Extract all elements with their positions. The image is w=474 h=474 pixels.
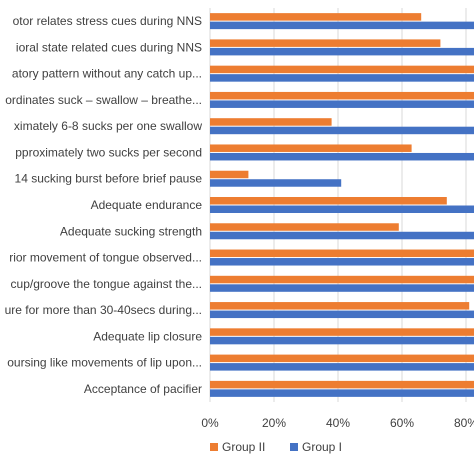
category-label: Adequate sucking strength bbox=[60, 224, 202, 238]
bar-group2-9 bbox=[210, 249, 474, 258]
category-label: ure for more than 30-40secs during... bbox=[5, 303, 202, 317]
category-label: oursing like movements of lip upon... bbox=[7, 356, 202, 370]
bar-group2-3 bbox=[210, 91, 474, 100]
category-label: atory pattern without any catch up... bbox=[12, 67, 202, 81]
category-label: ordinates suck – swallow – breathe... bbox=[5, 93, 202, 107]
bar-group2-7 bbox=[210, 197, 447, 205]
category-label: Adequate endurance bbox=[91, 198, 203, 212]
category-labels: otor relates stress cues during NNS ioral… bbox=[5, 14, 203, 396]
bar-group2-14 bbox=[210, 380, 474, 389]
bar-group1-13 bbox=[210, 363, 474, 371]
bar-group1-4 bbox=[210, 126, 474, 135]
bar-group2-10 bbox=[210, 275, 474, 284]
bar-group1-6 bbox=[210, 179, 342, 187]
x-tick-label: 60% bbox=[390, 416, 414, 430]
bar-group2-8 bbox=[210, 223, 399, 231]
bar-group2-11 bbox=[210, 302, 470, 310]
category-label: ximately 6-8 sucks per one swallow bbox=[14, 119, 202, 133]
category-label: cup/groove the tongue against the... bbox=[11, 277, 202, 291]
bar-group2-5 bbox=[210, 144, 412, 152]
bar-group1-0 bbox=[210, 21, 474, 30]
bar-group1-12 bbox=[210, 336, 474, 345]
x-tick-label: 80% bbox=[454, 416, 474, 430]
category-label: Acceptance of pacifier bbox=[84, 382, 202, 396]
bar-group1-10 bbox=[210, 284, 474, 292]
legend: Group II Group I bbox=[210, 440, 342, 454]
bar-group1-8 bbox=[210, 231, 474, 240]
gridlines bbox=[209, 8, 467, 402]
bar-group1-11 bbox=[210, 310, 474, 319]
x-tick-label: 0% bbox=[201, 416, 219, 430]
bar-group2-1 bbox=[210, 39, 441, 47]
legend-label: Group II bbox=[222, 440, 265, 454]
bar-group2-4 bbox=[210, 118, 332, 126]
legend-swatch-0 bbox=[210, 443, 218, 451]
bar-group1-3 bbox=[210, 100, 474, 108]
x-axis-ticks: 0% 20% 40% 60% 80% bbox=[201, 416, 474, 430]
bar-group1-9 bbox=[210, 258, 474, 266]
bar-group1-7 bbox=[210, 205, 474, 213]
category-label: rior movement of tongue observed... bbox=[9, 251, 202, 265]
category-label: pproximately two sucks per second bbox=[15, 145, 202, 159]
category-label: otor relates stress cues during NNS bbox=[13, 14, 202, 28]
bar-group2-2 bbox=[210, 65, 474, 74]
bar-group1-1 bbox=[210, 47, 474, 56]
x-tick-label: 40% bbox=[326, 416, 350, 430]
legend-label: Group I bbox=[302, 440, 342, 454]
category-label: 14 sucking burst before brief pause bbox=[15, 172, 203, 186]
x-tick-label: 20% bbox=[262, 416, 286, 430]
bar-group1-5 bbox=[210, 152, 474, 161]
bar-group2-0 bbox=[210, 13, 422, 21]
category-label: ioral state related cues during NNS bbox=[16, 40, 202, 54]
bar-group1-14 bbox=[210, 389, 474, 397]
legend-swatch-1 bbox=[290, 443, 298, 451]
bar-group2-12 bbox=[210, 328, 474, 336]
bars bbox=[210, 13, 474, 397]
bar-group2-6 bbox=[210, 170, 249, 179]
bar-group1-2 bbox=[210, 74, 474, 82]
category-label: Adequate lip closure bbox=[93, 329, 202, 343]
bar-group2-13 bbox=[210, 354, 474, 363]
